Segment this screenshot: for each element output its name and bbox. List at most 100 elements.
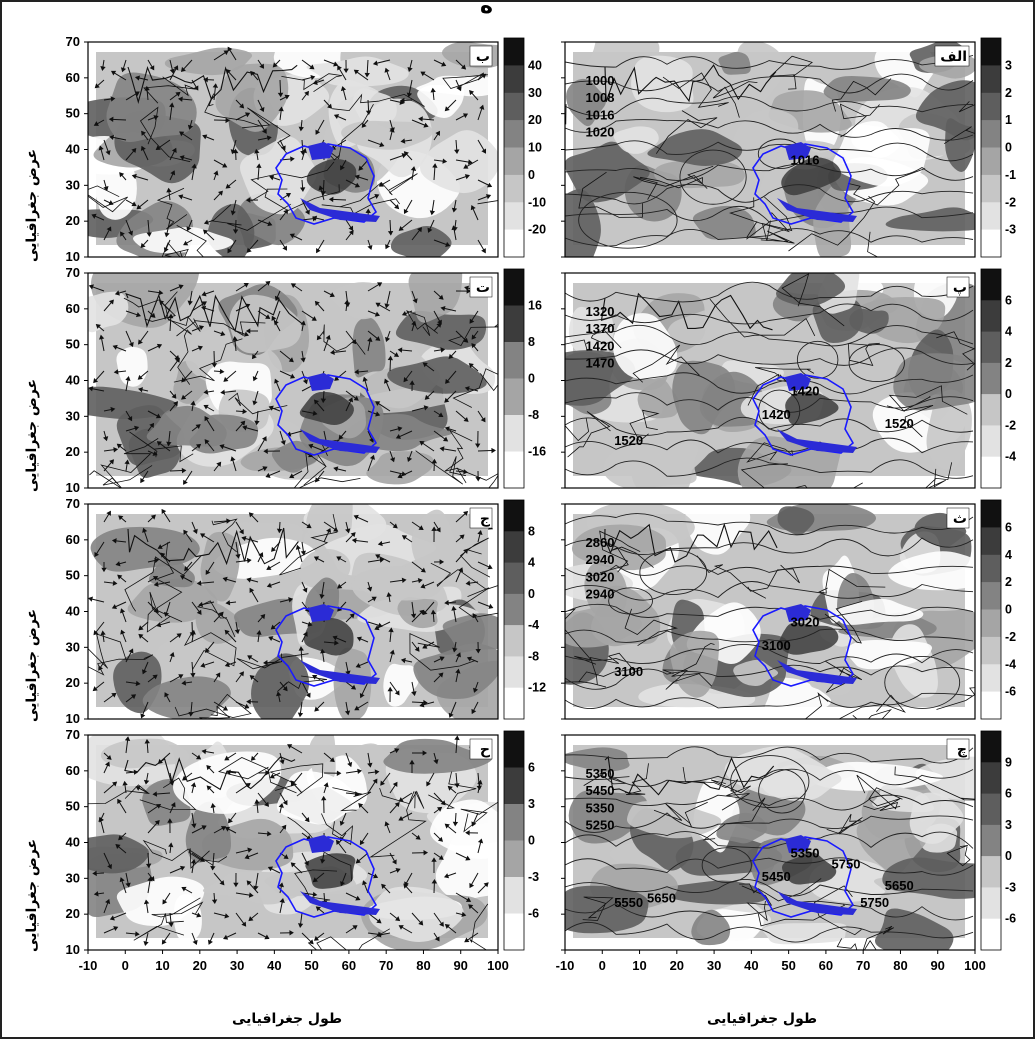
wind-arrow-head [167,818,173,823]
wind-arrow-head [149,876,155,882]
y-tick-label: 10 [66,249,80,264]
caspian-region-fill [308,373,334,391]
wind-arrow-head [112,580,118,586]
contour-label: 3100 [614,664,643,679]
colorbar-swatch [981,456,1001,489]
x-tick-label: 10 [632,958,646,973]
y-tick-label: 50 [66,106,80,121]
wind-arrow-head [149,422,155,429]
wind-arrow-head [395,867,401,873]
wind-arrow-head [196,580,202,586]
wind-arrow-head [259,63,265,69]
wind-arrow-head [333,466,339,472]
colorbar-swatch [981,762,1001,795]
contour-label: 1320 [586,304,615,319]
country-borders [582,763,975,950]
colorbar-swatch [981,527,1001,556]
wind-arrow-head [278,802,284,808]
wind-arrow-head [302,379,308,385]
wind-arrow-head [248,892,254,898]
shaded-anomaly-region [309,735,336,783]
panel-label-box [469,738,493,760]
colorbar-tick-label: -16 [528,445,546,459]
contour-label: 1008 [586,90,615,105]
wind-arrow-head [471,334,477,340]
colorbar-swatch [981,425,1001,458]
wind-arrow-head [239,529,244,535]
y-tick-label: 70 [66,265,80,280]
wind-arrow-head [444,397,450,403]
wind-arrow-head [88,596,94,602]
wind-arrow-head [454,783,460,788]
wind-arrow-head [462,113,469,119]
wind-arrow-head [384,67,390,73]
wind-arrow-head [451,207,458,213]
wind-arrow-head [179,131,185,137]
wind-arrow-head [130,694,137,700]
wind-arrow-head [329,757,335,763]
wind-arrow-head [465,855,471,861]
gulf-region-fill [777,429,857,453]
wind-arrow-head [120,231,125,237]
wind-arrow-head [108,299,114,305]
y-tick-label: 50 [66,337,80,352]
wind-arrow-head [438,412,444,418]
contour-label: 3100 [762,638,791,653]
wind-arrow-head [210,803,216,808]
wind-arrow-head [183,529,189,535]
cropped-title-fragment: ه [480,0,493,19]
wind-arrow-head [409,380,415,385]
colorbar-swatch [504,120,524,148]
wind-arrow-head [388,627,394,633]
wind-arrow-head [398,815,404,821]
wind-arrow-head [339,820,345,826]
shaded-anomaly-region [142,676,231,719]
colorbar-swatch [981,731,1001,763]
shaded-anomaly-region [885,207,975,232]
wind-arrow-head [369,454,375,460]
colorbar-swatch [981,202,1001,231]
wind-arrow-head [242,425,248,431]
wind-arrow-head [467,159,473,165]
wind-arrow-head [104,761,110,767]
wind-arrow-head [245,783,251,788]
wind-arrow-head [155,803,162,809]
wind-arrow-head [336,556,342,562]
wind-arrow-head [119,172,125,178]
wind-arrow-head [131,173,137,180]
wind-arrow-head [463,548,469,554]
wind-arrow-head [454,735,460,741]
wind-arrow-head [166,441,172,447]
wind-arrow-head [122,780,128,786]
wind-arrow-head [94,551,100,558]
wind-arrow-head [195,424,201,429]
wind-arrow-head [439,656,445,662]
wind-arrow-head [112,781,118,787]
wind-arrow-head [178,674,184,679]
wind-arrow-head [423,699,428,706]
wind-arrow-head [414,646,420,652]
wind-arrow-head [417,578,423,584]
panel-label-box [469,45,493,67]
wind-arrow-head [152,674,158,680]
wind-arrow-head [135,680,141,687]
wind-arrow-head [461,911,467,918]
wind-arrow-head [156,343,163,349]
wind-arrow-head [115,843,121,850]
wind-arrow-head [316,335,322,341]
shaded-anomaly-region [777,506,815,535]
wind-arrow-head [138,633,144,639]
wind-arrow-head [203,389,209,395]
wind-arrow-head [268,405,274,411]
y-tick-label: 30 [66,870,80,885]
wind-arrow-head [398,226,404,231]
wind-arrow-head [114,290,120,296]
wind-arrow-head [469,882,475,889]
wind-arrow-head [464,937,470,943]
wind-arrow-head [258,552,264,558]
wind-arrow-head [183,479,188,485]
gulf-region-fill [777,198,857,222]
wind-arrow-head [337,583,343,589]
shaded-anomaly-region [383,738,493,774]
wind-arrow-head [302,631,308,637]
